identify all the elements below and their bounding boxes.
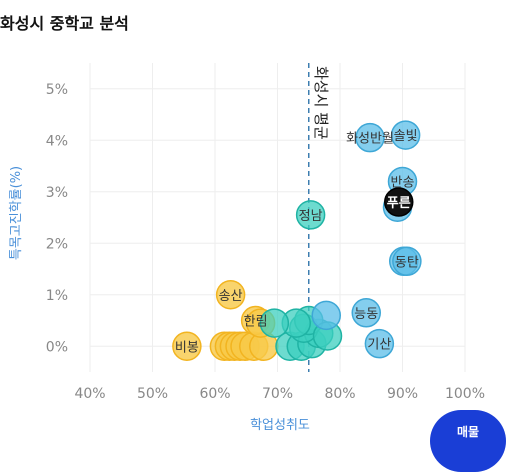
data-point (392, 246, 422, 277)
data-point-label: 솔빛 (394, 129, 418, 144)
y-axis-label: 특목고진학률(%) (9, 166, 24, 260)
data-point (355, 122, 385, 153)
x-tick-label: 90% (387, 386, 418, 402)
data-point (215, 280, 246, 310)
data-point (364, 328, 395, 359)
x-tick-label: 40% (74, 386, 105, 402)
data-point-label: 한림 (244, 315, 268, 330)
axis-layer: 0% 1% 2% 3% 4% 5% 40% 50% 60% 70% 80% 90% 100% (46, 82, 485, 402)
y-tick-label: 0% (46, 339, 68, 355)
data-point (384, 187, 414, 217)
data-point (351, 298, 381, 328)
scatter-chart: 0% 1% 2% 3% 4% 5% 40% 50% 60% 70% 80% 90% 100% 화성시 평… (9, 63, 485, 433)
y-tick-label: 5% (46, 82, 68, 98)
data-point-label: 기산 (367, 338, 391, 353)
y-tick-label: 1% (46, 288, 68, 304)
x-tick-label: 100% (445, 386, 485, 402)
data-point (311, 300, 341, 331)
data-point (390, 120, 421, 150)
data-point (259, 308, 290, 338)
data-point (172, 331, 202, 361)
data-point-label: 푸른 (387, 196, 411, 211)
y-tick-label: 3% (46, 185, 68, 201)
data-point-label: 반송 (391, 175, 415, 190)
listings-button[interactable]: 매물 (430, 410, 506, 472)
x-tick-label: 80% (324, 386, 355, 402)
data-point (295, 200, 326, 230)
x-tick-label: 70% (262, 386, 293, 402)
data-point-label: 능동 (354, 307, 378, 322)
y-tick-label: 2% (46, 236, 68, 252)
x-axis-label: 학업성취도 (250, 418, 310, 433)
data-point-label: 동탄 (395, 255, 419, 270)
average-reference-label: 화성시 평균 (312, 66, 330, 140)
data-point-label: 송산 (219, 289, 243, 304)
page-title: 화성시 중학교 분석 (0, 14, 129, 33)
x-tick-label: 60% (199, 386, 230, 402)
data-point-label: 정남 (299, 209, 323, 224)
x-tick-label: 50% (137, 386, 168, 402)
data-point-label: 화성반월 (346, 132, 394, 147)
y-tick-label: 4% (46, 133, 68, 149)
data-point-label: 비봉 (175, 340, 199, 355)
